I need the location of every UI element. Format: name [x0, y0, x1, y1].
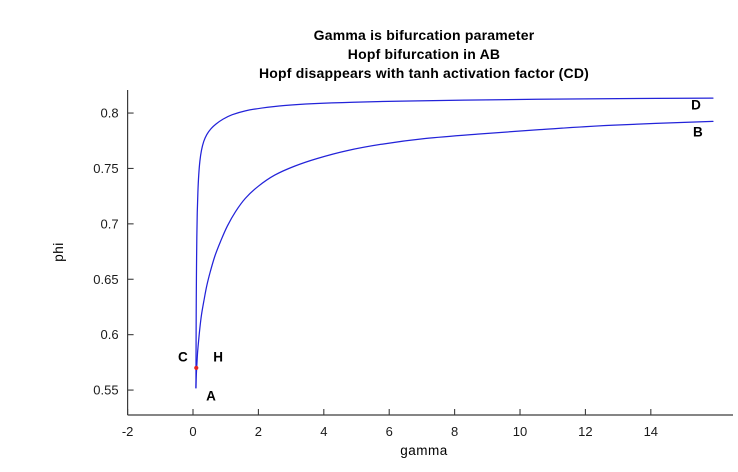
x-tick-label: -2: [122, 424, 134, 439]
x-tick-label: 0: [189, 424, 196, 439]
curve-branch-AB: [195, 120, 714, 389]
y-tick-label: 0.65: [93, 272, 118, 287]
x-tick-label: 14: [644, 424, 658, 439]
x-tick-label: 12: [578, 424, 592, 439]
point-label-H: H: [213, 350, 223, 365]
y-tick-label: 0.8: [101, 106, 119, 121]
point-label-C: C: [178, 350, 188, 365]
x-tick-label: 10: [513, 424, 527, 439]
x-tick-label: 4: [320, 424, 327, 439]
y-tick-label: 0.6: [101, 327, 119, 342]
x-tick-label: 2: [255, 424, 262, 439]
x-axis-label: gamma: [400, 443, 448, 458]
y-tick-label: 0.75: [93, 161, 118, 176]
point-label-B: B: [693, 124, 703, 139]
point-label-A: A: [206, 389, 216, 404]
y-axis-label: phi: [51, 242, 66, 262]
y-tick-label: 0.55: [93, 383, 118, 398]
curve-branch-CD: [195, 97, 714, 389]
chart-title: Gamma is bifurcation parameter Hopf bifu…: [121, 26, 727, 83]
y-tick-label: 0.7: [101, 216, 119, 231]
point-label-D: D: [691, 98, 701, 113]
x-tick-label: 6: [386, 424, 393, 439]
chart-title-line-1: Gamma is bifurcation parameter: [313, 27, 535, 43]
chart-title-line-2: Hopf bifurcation in AB: [347, 46, 501, 62]
chart-title-line-3: Hopf disappears with tanh activation fac…: [258, 65, 590, 81]
axes-layer: -2 0 2 4 6 8 10 12 14 0.55 0.6 0.65 0.7 0.75 0.8: [93, 90, 733, 439]
x-tick-label: 8: [451, 424, 458, 439]
marker-layer: [194, 365, 199, 371]
marker-hopf-point: [194, 365, 199, 371]
annotation-layer: A B C D H: [178, 98, 703, 404]
curves-layer: [195, 97, 714, 389]
